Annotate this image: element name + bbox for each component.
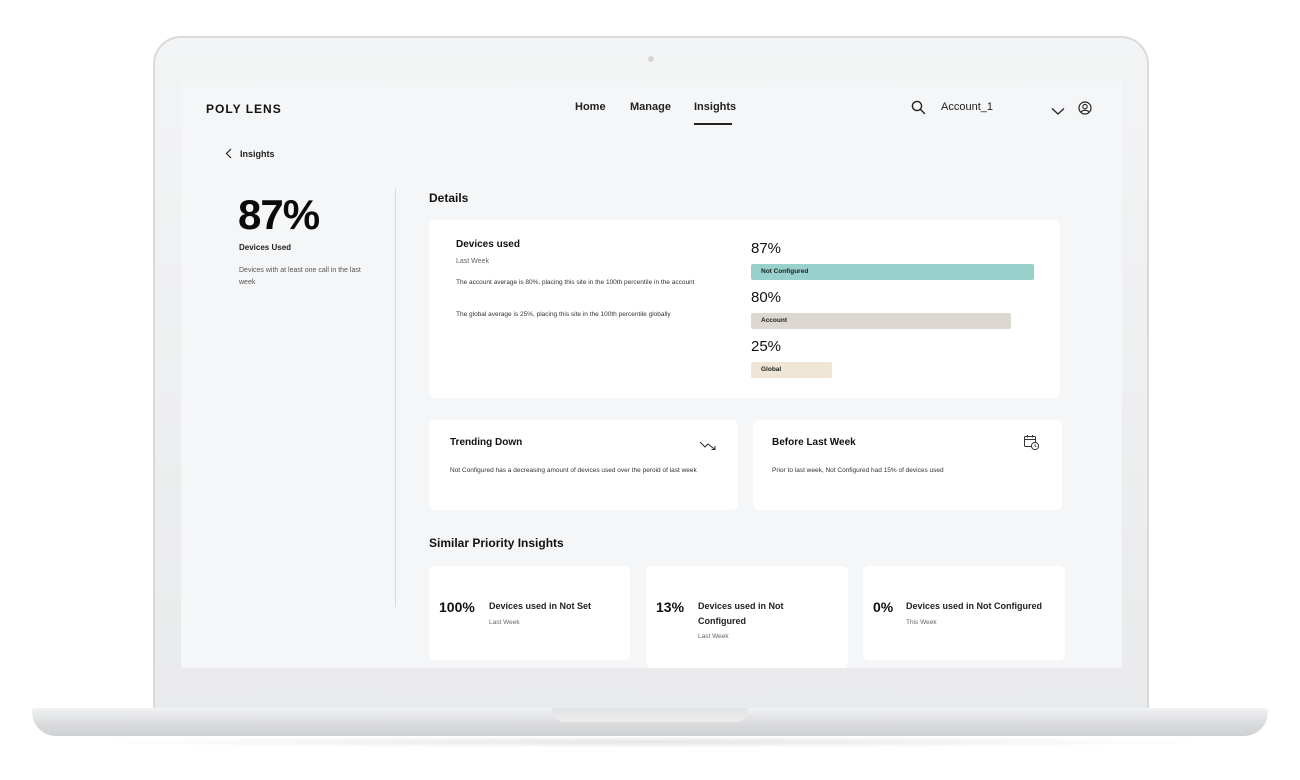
similar-insight-card[interactable]: 100% Devices used in Not Set Last Week [429,566,630,660]
laptop-shadow [80,736,1220,748]
nav-active-indicator [694,123,732,125]
nav-manage[interactable]: Manage [630,101,671,113]
chevron-down-icon[interactable] [1051,103,1065,121]
similar-insight-title: Devices used in Not Configured [906,601,1043,611]
calendar-clock-icon [1023,434,1040,456]
similar-insights-title: Similar Priority Insights [429,536,564,550]
similar-insight-title: Devices used in Not Configured [698,601,784,626]
nav-insights[interactable]: Insights [694,101,737,113]
bar-percent-not-configured: 87% [751,240,782,257]
bar-global: Global [751,362,832,378]
trending-down-icon [699,438,717,456]
similar-insight-period: This Week [906,619,937,626]
before-last-week-title: Before Last Week [772,437,856,448]
bar-account: Account [751,313,1011,329]
devices-used-period: Last Week [456,258,489,265]
app-screen: POLY LENS Home Manage Insights Account_1… [181,81,1122,668]
search-icon[interactable] [911,100,926,120]
user-profile-icon[interactable] [1078,101,1092,120]
brand-logo[interactable]: POLY LENS [206,102,282,116]
bar-percent-account: 80% [751,289,782,306]
bar-percent-global: 25% [751,338,782,355]
nav-home[interactable]: Home [575,101,606,113]
similar-insight-card[interactable]: 0% Devices used in Not Configured This W… [863,566,1065,660]
laptop-notch [552,708,748,722]
before-last-week-text: Prior to last week, Not Configured had 1… [772,467,944,474]
summary-label: Devices Used [239,243,292,252]
details-title: Details [429,191,469,205]
breadcrumb-label: Insights [240,148,275,159]
similar-insight-period: Last Week [489,619,520,626]
before-last-week-card[interactable]: Before Last Week Prior to last week, Not… [753,420,1062,510]
similar-insight-title: Devices used in Not Set [489,601,592,611]
summary-percent: 87% [238,191,320,238]
chevron-left-icon [225,148,232,159]
devices-used-title: Devices used [456,239,520,250]
summary-description: Devices with at least one call in the la… [239,267,361,286]
trending-down-title: Trending Down [450,437,523,448]
vertical-divider [395,189,396,607]
similar-insight-percent: 13% [656,599,685,615]
global-average-text: The global average is 25%, placing this … [456,311,671,318]
similar-insight-card[interactable]: 13% Devices used in Not Configured Last … [646,566,848,668]
devices-used-card: Devices used Last Week The account avera… [429,220,1060,398]
trending-down-card[interactable]: Trending Down Not Configured has a decre… [429,420,738,510]
trending-down-text: Not Configured has a decreasing amount o… [450,467,697,474]
similar-insight-period: Last Week [698,633,729,640]
account-average-text: The account average is 80%, placing this… [456,279,695,286]
back-to-insights[interactable]: Insights [225,148,275,159]
account-selector[interactable]: Account_1 [941,101,993,113]
similar-insight-percent: 100% [439,599,475,615]
bar-not-configured: Not Configured [751,264,1034,280]
laptop-camera [648,56,654,62]
similar-insight-percent: 0% [873,599,894,615]
